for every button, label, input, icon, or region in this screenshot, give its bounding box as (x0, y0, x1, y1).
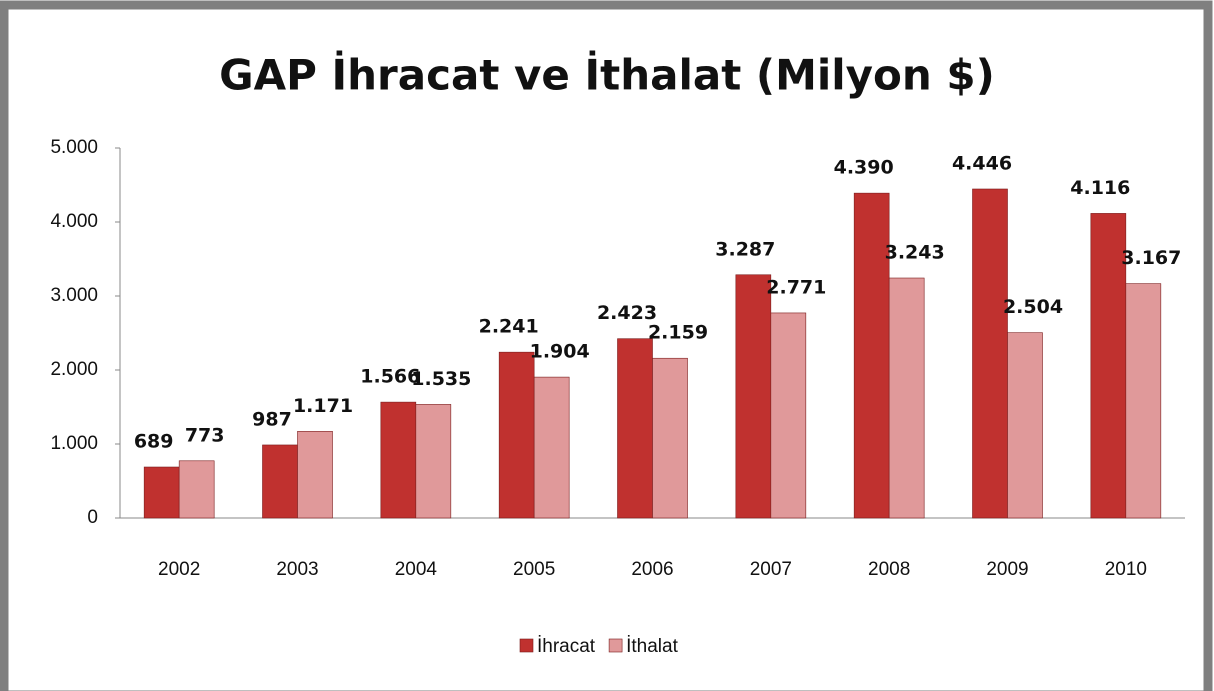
legend-swatch (519, 638, 534, 653)
bar (533, 376, 570, 519)
data-label: 2.159 (648, 322, 708, 344)
data-label: 2.423 (597, 302, 657, 324)
legend-swatch (608, 638, 623, 653)
bar (297, 431, 333, 519)
bar (1125, 283, 1162, 519)
data-label: 1.171 (293, 395, 353, 417)
bar (652, 357, 688, 519)
bar (617, 338, 653, 519)
data-label: 3.243 (885, 242, 945, 264)
bar (770, 312, 807, 519)
data-label: 1.566 (360, 366, 420, 388)
bar (888, 277, 925, 519)
bar (143, 466, 180, 519)
y-tick-label: 0 (87, 507, 98, 528)
bar (415, 404, 452, 519)
legend-label: İthalat (626, 636, 678, 657)
legend-label: İhracat (537, 636, 596, 657)
x-tick-label: 2007 (750, 559, 792, 580)
x-tick-label: 2005 (513, 559, 555, 580)
bar (1007, 332, 1043, 519)
y-tick-label: 2.000 (50, 359, 98, 380)
bar (498, 351, 535, 519)
x-tick-label: 2006 (631, 559, 673, 580)
bar (380, 401, 417, 519)
bar (178, 460, 215, 519)
bar (972, 188, 1008, 519)
bar (735, 274, 772, 519)
x-tick-label: 2009 (986, 559, 1028, 580)
x-tick-label: 2004 (395, 559, 438, 580)
x-tick-label: 2003 (276, 559, 318, 580)
data-label: 773 (185, 424, 225, 446)
y-tick-label: 3.000 (50, 285, 98, 306)
chart-title: GAP İhracat ve İthalat (Milyon $) (219, 50, 995, 100)
data-label: 4.116 (1070, 177, 1130, 199)
data-label: 4.390 (834, 157, 894, 179)
data-label: 987 (252, 408, 292, 430)
data-label: 2.241 (479, 316, 539, 338)
bar (262, 444, 298, 519)
data-label: 689 (134, 431, 174, 453)
data-label: 3.287 (715, 238, 775, 260)
x-tick-label: 2008 (868, 559, 910, 580)
x-tick-label: 2010 (1105, 559, 1147, 580)
bar (1090, 213, 1127, 519)
data-label: 4.446 (952, 152, 1012, 174)
bar (853, 192, 890, 519)
y-tick-label: 1.000 (50, 433, 98, 454)
data-label: 1.535 (411, 368, 471, 390)
data-label: 2.504 (1003, 296, 1063, 318)
data-label: 2.771 (766, 276, 826, 298)
y-tick-label: 5.000 (50, 137, 98, 158)
x-tick-label: 2002 (158, 559, 200, 580)
y-tick-label: 4.000 (50, 211, 98, 232)
data-label: 1.904 (530, 341, 590, 363)
data-label: 3.167 (1121, 247, 1181, 269)
